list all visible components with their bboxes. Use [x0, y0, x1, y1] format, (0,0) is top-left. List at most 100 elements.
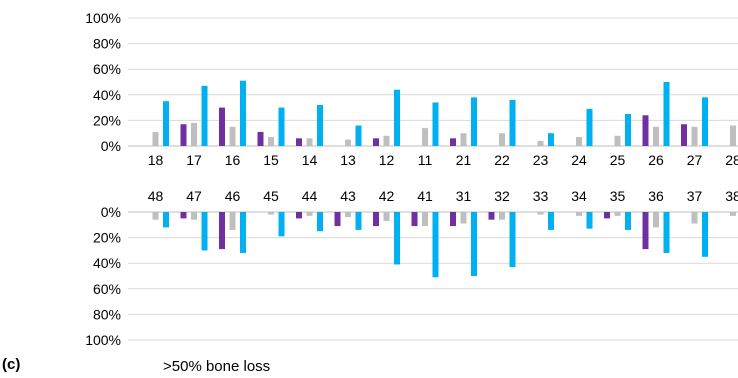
bar-series-3	[702, 212, 708, 257]
tooth-label: 35	[610, 188, 626, 204]
bar-series-3	[317, 212, 323, 232]
bar-series-3	[509, 212, 516, 268]
tooth-label: 37	[687, 188, 703, 204]
bar-series-2	[345, 212, 351, 218]
bar-series-3	[317, 105, 323, 146]
tooth-label: 24	[571, 152, 587, 168]
bar-series-3	[432, 212, 439, 278]
bar-series-2	[691, 126, 698, 146]
bar-series-3	[509, 99, 516, 146]
tooth-label: 15	[263, 152, 279, 168]
bar-series-2	[614, 135, 621, 146]
y-tick-label: 100%	[85, 10, 121, 26]
tooth-label: 28	[725, 152, 738, 168]
tooth-label: 18	[148, 152, 164, 168]
bar-series-2	[576, 137, 582, 146]
bar-series-1	[642, 115, 649, 146]
bar-series-2	[152, 212, 159, 220]
tooth-label: 43	[340, 188, 356, 204]
bar-series-1	[334, 212, 341, 227]
y-tick-label: 60%	[93, 61, 121, 77]
tooth-label: 41	[417, 188, 433, 204]
bar-series-2	[306, 138, 313, 146]
bar-series-2	[537, 212, 544, 215]
bar-series-3	[394, 89, 400, 146]
bar-series-1	[296, 212, 302, 219]
bar-series-2	[229, 212, 236, 230]
bar-series-3	[663, 82, 670, 146]
tooth-label: 48	[148, 188, 164, 204]
bar-series-2	[268, 212, 274, 215]
bar-series-2	[614, 212, 621, 216]
bar-series-3	[548, 133, 554, 146]
bar-series-1	[219, 212, 225, 250]
bar-series-3	[702, 97, 708, 146]
bar-series-3	[355, 212, 362, 230]
tooth-label: 36	[648, 188, 664, 204]
tooth-label: 14	[302, 152, 318, 168]
tooth-label: 44	[302, 188, 318, 204]
y-tick-label: 40%	[93, 255, 121, 271]
top-panel-y-ticks: 0% 20% 40% 60% 80% 100%	[85, 10, 121, 154]
y-tick-label: 0%	[101, 138, 121, 154]
bar-series-3	[240, 212, 246, 253]
bar-series-2	[730, 212, 736, 216]
bar-series-3	[201, 85, 208, 146]
y-tick-label: 20%	[93, 112, 121, 128]
bar-series-2	[691, 212, 698, 224]
bar-series-3	[278, 212, 285, 237]
y-tick-label: 0%	[101, 204, 121, 220]
tooth-label: 23	[533, 152, 549, 168]
bar-series-1	[450, 212, 456, 227]
bar-series-1	[450, 138, 456, 146]
bar-series-1	[257, 131, 264, 146]
bar-series-2	[383, 135, 390, 146]
bar-series-1	[604, 212, 610, 219]
bar-series-2	[191, 212, 197, 220]
bar-series-2	[460, 212, 467, 224]
bottom-panel-x-ticks: 48 47 46 45 44 43 42 41 31 32 33 34 35 36 37 38	[148, 188, 738, 204]
bar-series-2	[345, 139, 351, 146]
bar-series-2	[576, 212, 582, 216]
bar-series-3	[355, 125, 362, 146]
bar-series-3	[471, 97, 477, 146]
y-tick-label: 40%	[93, 87, 121, 103]
bar-series-3	[163, 212, 169, 228]
tooth-label: 46	[225, 188, 241, 204]
bar-series-2	[422, 128, 428, 146]
y-tick-label: 80%	[93, 36, 121, 52]
bar-series-2	[499, 133, 505, 146]
tooth-label: 22	[494, 152, 510, 168]
bar-series-3	[278, 107, 285, 146]
tooth-label: 21	[456, 152, 472, 168]
bar-series-2	[653, 126, 659, 146]
bar-series-1	[180, 124, 187, 146]
tooth-label: 42	[379, 188, 395, 204]
y-tick-label: 80%	[93, 306, 121, 322]
bar-series-1	[373, 138, 379, 146]
tooth-label: 34	[571, 188, 587, 204]
bottom-panel-bars	[152, 212, 736, 278]
tooth-label: 32	[494, 188, 510, 204]
tooth-label: 17	[186, 152, 202, 168]
bar-series-3	[471, 212, 477, 276]
bar-series-1	[411, 212, 418, 227]
bar-series-1	[296, 138, 302, 146]
bar-series-3	[394, 212, 400, 265]
tooth-label: 11	[418, 152, 433, 168]
bottom-panel-y-ticks: 0% 20% 40% 60% 80% 100%	[85, 204, 121, 348]
bar-series-2	[152, 131, 159, 146]
bar-series-3	[548, 212, 554, 230]
chart-caption: >50% bone loss	[163, 358, 270, 375]
y-tick-label: 20%	[93, 230, 121, 246]
tooth-label: 26	[648, 152, 664, 168]
bar-series-3	[625, 114, 631, 146]
bar-series-2	[653, 212, 659, 228]
bar-series-2	[422, 212, 428, 227]
tooth-label: 13	[340, 152, 356, 168]
tooth-label: 12	[379, 152, 395, 168]
top-panel-x-ticks: 18 17 16 15 14 13 12 11 21 22 23 24 25 26 27 28	[148, 152, 738, 168]
y-tick-label: 100%	[85, 332, 121, 348]
top-panel-bars	[152, 80, 736, 146]
